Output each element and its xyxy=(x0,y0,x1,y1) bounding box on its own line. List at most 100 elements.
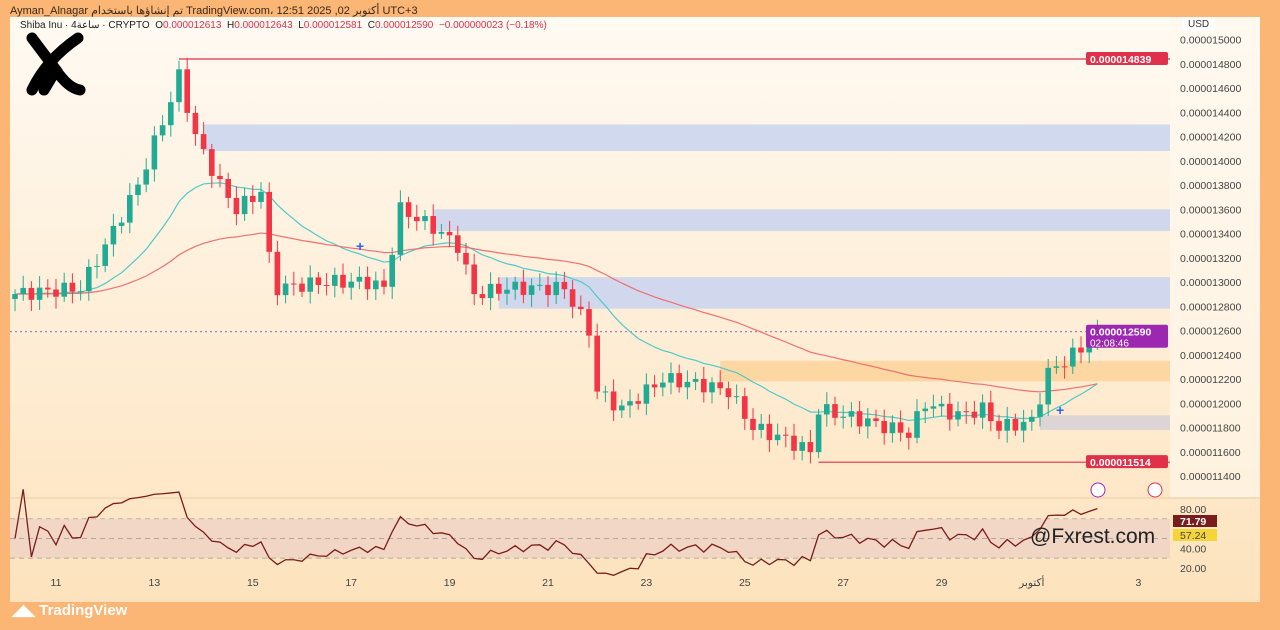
candle-body xyxy=(348,281,354,288)
high-level-tag: 0.000014839 xyxy=(1090,54,1151,66)
ema-slow-line xyxy=(14,232,1098,393)
price-tick: 0.000011800 xyxy=(1180,423,1241,435)
candle-body xyxy=(758,423,764,430)
candle-body xyxy=(266,191,272,252)
us-flag-icon xyxy=(1147,482,1163,498)
candle-body xyxy=(315,277,322,285)
candle-body xyxy=(1061,366,1068,368)
chart-frame[interactable]: Shiba Inu · 4ساعة · CRYPTO O0.000012613 … xyxy=(10,17,1260,602)
marker-icon: + xyxy=(1056,402,1064,418)
time-tick: أكتوبر xyxy=(1018,575,1044,589)
candle-body xyxy=(176,69,182,103)
candle-body xyxy=(323,284,330,286)
candle-body xyxy=(815,414,822,453)
candle-body xyxy=(446,231,453,236)
candle-body xyxy=(725,388,732,398)
price-tick: 0.000014800 xyxy=(1180,59,1241,71)
candle-body xyxy=(668,373,674,383)
candle-body xyxy=(151,135,158,170)
candle-body xyxy=(783,434,789,436)
candle-body xyxy=(619,405,625,411)
candle-body xyxy=(733,396,740,398)
price-tick: 0.000015000 xyxy=(1180,35,1241,47)
candle-body xyxy=(955,411,961,420)
tv-icon: ◢◣ xyxy=(12,602,40,619)
zone-gray xyxy=(1040,415,1170,430)
candle-body xyxy=(947,403,953,420)
candle-body xyxy=(422,216,428,222)
rsi-tick: 20.00 xyxy=(1180,563,1206,575)
candle-body xyxy=(217,175,223,180)
low-level-tag-bg xyxy=(1086,455,1168,469)
candle-body xyxy=(184,69,190,113)
candle-body xyxy=(1020,421,1027,431)
candle-body xyxy=(364,276,371,290)
lightning-icon xyxy=(1090,482,1106,498)
candle-body xyxy=(569,289,576,307)
candle-body xyxy=(381,280,387,287)
candle-body xyxy=(299,283,305,292)
candle-body xyxy=(1004,418,1010,431)
time-tick: 17 xyxy=(345,577,357,589)
candle-body xyxy=(938,403,945,407)
price-tick: 0.000013600 xyxy=(1180,204,1241,216)
candle-body xyxy=(979,402,986,418)
candle-body xyxy=(848,411,855,417)
price-tick: 0.000013000 xyxy=(1180,277,1241,289)
price-tick: 0.000012200 xyxy=(1180,374,1241,386)
candle-body xyxy=(824,404,830,415)
candle-body xyxy=(479,294,486,299)
candle-body xyxy=(118,222,125,226)
zone-orange xyxy=(720,360,1170,382)
candle-body xyxy=(455,235,461,253)
candle-body xyxy=(69,282,76,292)
candle-body xyxy=(545,284,551,296)
candle-body xyxy=(766,423,773,441)
candle-body xyxy=(922,408,928,412)
attribution: Ayman_Alnagar تم إنشاؤها باستخدام Tradin… xyxy=(10,5,418,17)
price-tick: 0.000013400 xyxy=(1180,229,1241,241)
candle-body xyxy=(1037,404,1043,417)
candle-body xyxy=(1070,347,1076,367)
candle-body xyxy=(701,378,707,393)
candle-body xyxy=(274,251,281,296)
currency-button[interactable]: USD xyxy=(1182,18,1216,31)
rsi-tick: 40.00 xyxy=(1180,543,1206,555)
low-value: 0.000012581 xyxy=(303,20,363,31)
candle-body xyxy=(307,277,313,292)
candle-body xyxy=(250,195,256,202)
candle-body xyxy=(1045,367,1051,405)
rsi-value: 71.79 xyxy=(1180,516,1206,528)
candle-body xyxy=(192,112,199,135)
candle-body xyxy=(692,378,699,382)
high-value: 0.000012643 xyxy=(234,20,293,31)
candle-body xyxy=(1029,416,1035,422)
candle-body xyxy=(996,421,1002,431)
candle-body xyxy=(1012,418,1019,431)
candle-body xyxy=(840,416,846,418)
candle-body xyxy=(168,102,174,126)
brand-name: TradingView xyxy=(39,602,128,619)
time-tick: 15 xyxy=(247,577,259,589)
candle-body xyxy=(971,411,978,418)
candle-body xyxy=(963,411,969,413)
time-tick: 13 xyxy=(149,577,161,589)
marker-icon: + xyxy=(356,238,364,254)
candle-body xyxy=(225,179,231,198)
tradingview-logo[interactable]: ◢◣ TradingView xyxy=(12,601,127,619)
candle-body xyxy=(373,280,379,290)
candle-body xyxy=(873,418,879,422)
candle-body xyxy=(586,309,592,336)
candle-body xyxy=(594,335,600,392)
candle-body xyxy=(1053,366,1060,368)
candle-body xyxy=(610,391,617,411)
candle-body xyxy=(20,287,26,295)
candle-body xyxy=(233,197,240,215)
rsi-value-bg xyxy=(1173,515,1217,527)
candle-body xyxy=(791,435,797,451)
candle-body xyxy=(1078,347,1084,353)
candle-body xyxy=(471,264,477,295)
candle-body xyxy=(143,169,149,185)
candle-body xyxy=(774,434,781,441)
